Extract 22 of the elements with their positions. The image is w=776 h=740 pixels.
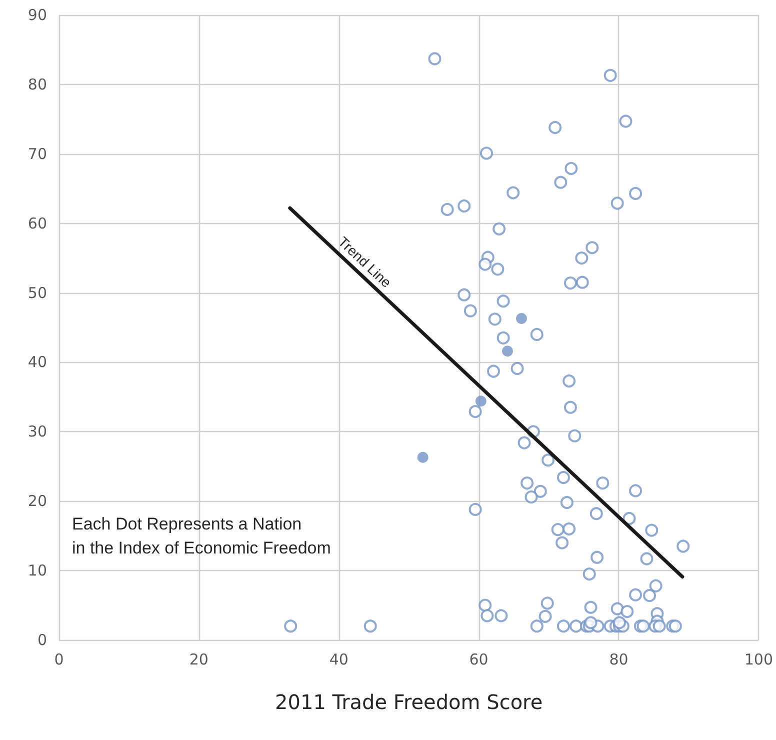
x-tick-label: 20 [189, 650, 208, 668]
y-tick-label: 70 [28, 144, 47, 163]
x-tick-label: 100 [744, 650, 774, 668]
x-axis-title: 2011 Trade Freedom Score [275, 690, 543, 714]
y-tick-label: 60 [28, 214, 47, 232]
point [516, 312, 527, 324]
y-tick-label: 30 [28, 422, 47, 441]
y-tick-label: 0 [37, 631, 47, 649]
y-tick-label: 80 [28, 75, 47, 94]
y-tick-label: 10 [28, 562, 47, 580]
x-tick-label: 80 [609, 650, 628, 668]
point [502, 346, 513, 357]
x-tick-label: 0 [54, 650, 64, 668]
y-tick-label: 50 [28, 284, 47, 302]
y-tick-label: 20 [28, 492, 47, 510]
annotation: Each Dot Represents a Nation in the Index of Economic Freedom [72, 514, 331, 558]
y-tick-label: 90 [28, 6, 47, 24]
point [417, 452, 428, 463]
x-tick-label: 60 [469, 650, 488, 668]
y-tick-label: 40 [28, 353, 47, 372]
x-tick-label: 40 [329, 650, 348, 668]
point [475, 396, 486, 407]
